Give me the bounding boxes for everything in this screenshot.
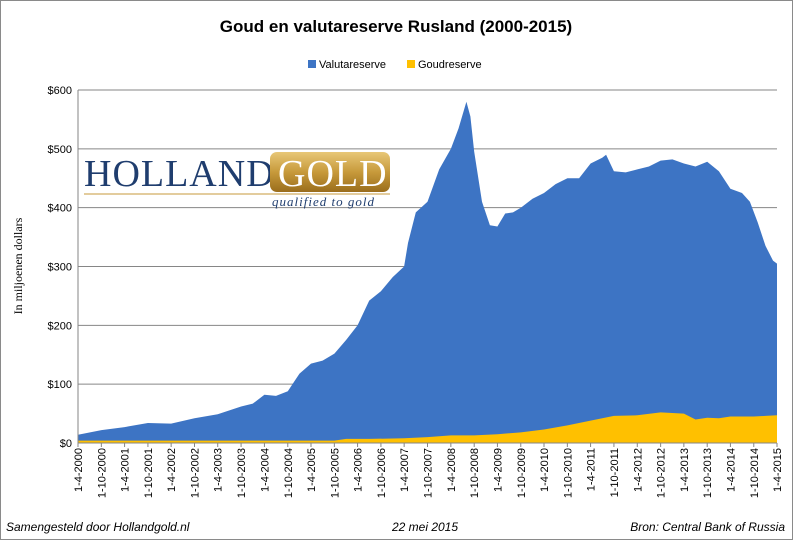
x-tick-label: 1-10-2009 xyxy=(516,448,528,498)
x-tick-label: 1-4-2008 xyxy=(446,448,458,492)
chart-title: Goud en valutareserve Rusland (2000-2015… xyxy=(220,17,572,36)
logo-text-gold: GOLD xyxy=(278,153,388,195)
y-tick-label: $200 xyxy=(48,320,72,332)
x-tick-label: 1-10-2012 xyxy=(656,448,668,498)
area-valutareserve xyxy=(78,101,777,444)
logo-gold-plate xyxy=(270,152,390,192)
legend-label-valutareserve: Valutareserve xyxy=(319,59,386,71)
hollandgold-logo: HOLLAND GOLD qualified to gold xyxy=(84,152,390,209)
x-tick-labels: 1-4-2000 1-10-2000 1-4-2001 1-10-2001 1-4-20… xyxy=(73,443,784,498)
legend-label-goudreserve: Goudreserve xyxy=(418,59,482,71)
x-tick-label: 1-4-2000 xyxy=(73,448,85,492)
x-tick-label: 1-4-2013 xyxy=(679,448,691,492)
legend: Valutareserve Goudreserve xyxy=(308,59,482,71)
x-tick-label: 1-10-2001 xyxy=(143,448,155,498)
logo-text-holland: HOLLAND xyxy=(84,153,275,195)
x-tick-label: 1-10-2013 xyxy=(702,448,714,498)
x-tick-label: 1-4-2015 xyxy=(772,448,784,492)
x-tick-label: 1-10-2007 xyxy=(423,448,435,498)
y-tick-label: $400 xyxy=(48,203,72,215)
x-tick-label: 1-4-2010 xyxy=(539,448,551,492)
x-tick-label: 1-4-2005 xyxy=(306,448,318,492)
x-tick-label: 1-10-2010 xyxy=(562,448,574,498)
y-tick-labels: $0 $100 $200 $300 $400 $500 $600 xyxy=(48,85,72,450)
x-tick-label: 1-4-2009 xyxy=(492,448,504,492)
x-tick-label: 1-4-2011 xyxy=(586,448,598,491)
x-tick-label: 1-4-2004 xyxy=(259,448,271,492)
x-tick-label: 1-4-2002 xyxy=(166,448,178,492)
x-tick-label: 1-10-2011 xyxy=(609,448,621,497)
legend-swatch-goudreserve xyxy=(407,60,415,68)
x-tick-label: 1-10-2002 xyxy=(190,448,202,498)
logo-tagline: qualified to gold xyxy=(272,194,375,209)
x-tick-label: 1-4-2007 xyxy=(399,448,411,492)
x-tick-label: 1-4-2003 xyxy=(213,448,225,492)
x-tick-label: 1-10-2004 xyxy=(283,448,295,498)
footer-date: 22 mei 2015 xyxy=(391,520,458,534)
plot-areas xyxy=(78,101,777,444)
y-tick-label: $600 xyxy=(48,85,72,97)
x-tick-label: 1-10-2003 xyxy=(236,448,248,498)
x-tick-label: 1-4-2006 xyxy=(353,448,365,492)
y-axis-label: In miljoenen dollars xyxy=(11,217,25,314)
y-tick-label: $100 xyxy=(48,379,72,391)
x-tick-label: 1-10-2008 xyxy=(469,448,481,498)
x-tick-label: 1-10-2005 xyxy=(329,448,341,498)
y-tick-label: $300 xyxy=(48,262,72,274)
x-tick-label: 1-10-2014 xyxy=(749,448,761,498)
footer-source: Bron: Central Bank of Russia xyxy=(630,520,785,534)
x-tick-label: 1-4-2012 xyxy=(632,448,644,492)
legend-swatch-valutareserve xyxy=(308,60,316,68)
x-tick-label: 1-4-2001 xyxy=(120,448,132,492)
x-tick-label: 1-10-2000 xyxy=(96,448,108,498)
footer-compiled-by: Samengesteld door Hollandgold.nl xyxy=(6,520,190,534)
x-tick-label: 1-4-2014 xyxy=(725,448,737,492)
x-tick-label: 1-10-2006 xyxy=(376,448,388,498)
area-goudreserve xyxy=(78,412,777,443)
y-tick-label: $500 xyxy=(48,144,72,156)
y-tick-label: $0 xyxy=(60,438,72,450)
